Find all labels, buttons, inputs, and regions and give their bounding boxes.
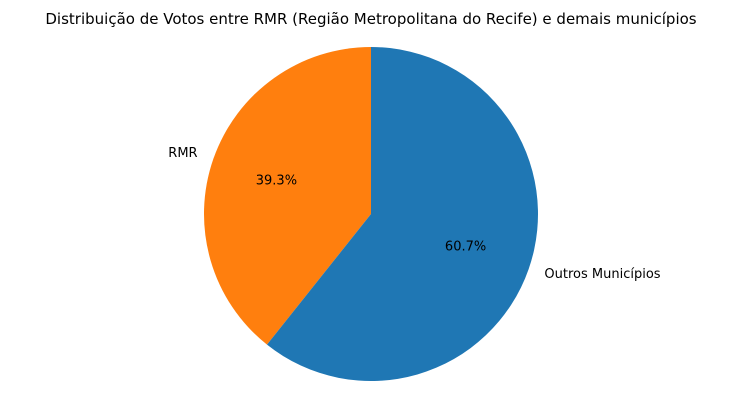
pie-slices [204, 47, 538, 381]
chart-title: Distribuição de Votos entre RMR (Região … [45, 10, 696, 28]
category-label-rmr: RMR [168, 146, 197, 161]
percent-label-outros-municipios: 60.7% [445, 240, 486, 255]
category-label-outros-municipios: Outros Municípios [544, 267, 660, 282]
pie-slice-outros-municipios [266, 47, 538, 381]
percent-label-rmr: 39.3% [256, 173, 297, 188]
pie-slice-rmr [204, 47, 371, 345]
pie-labels: RMR 39.3% Outros Municípios 60.7% [168, 146, 661, 282]
